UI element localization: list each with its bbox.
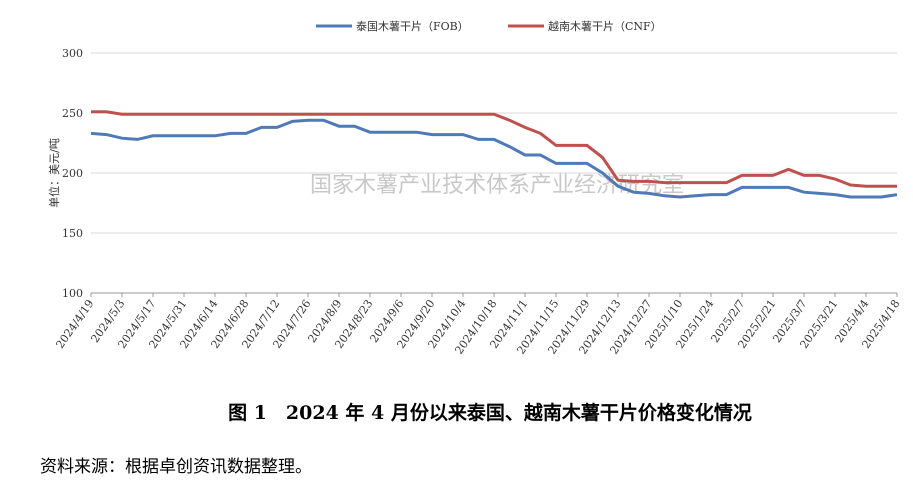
series-line	[91, 110, 897, 188]
series-line	[90, 118, 898, 199]
source: 资料来源：根据卓创资讯数据整理。	[40, 457, 312, 477]
y-tick-label: 300	[62, 47, 83, 60]
y-tick-label: 250	[62, 107, 83, 120]
y-tick-label: 100	[62, 287, 83, 300]
y-axis-label: 单位：美元/吨	[47, 138, 61, 208]
watermark: 国家木薯产业技术体系产业经济研究室	[310, 173, 684, 198]
legend-label: 泰国木薯干片（FOB）	[356, 19, 469, 33]
caption: 图 1 2024 年 4 月份以来泰国、越南木薯干片价格变化情况	[228, 401, 752, 424]
y-tick-label: 150	[62, 227, 83, 240]
x-tick-label: 2024/4/19	[53, 297, 96, 351]
legend-label: 越南木薯干片（CNF）	[548, 19, 662, 33]
y-tick-label: 200	[62, 167, 83, 180]
